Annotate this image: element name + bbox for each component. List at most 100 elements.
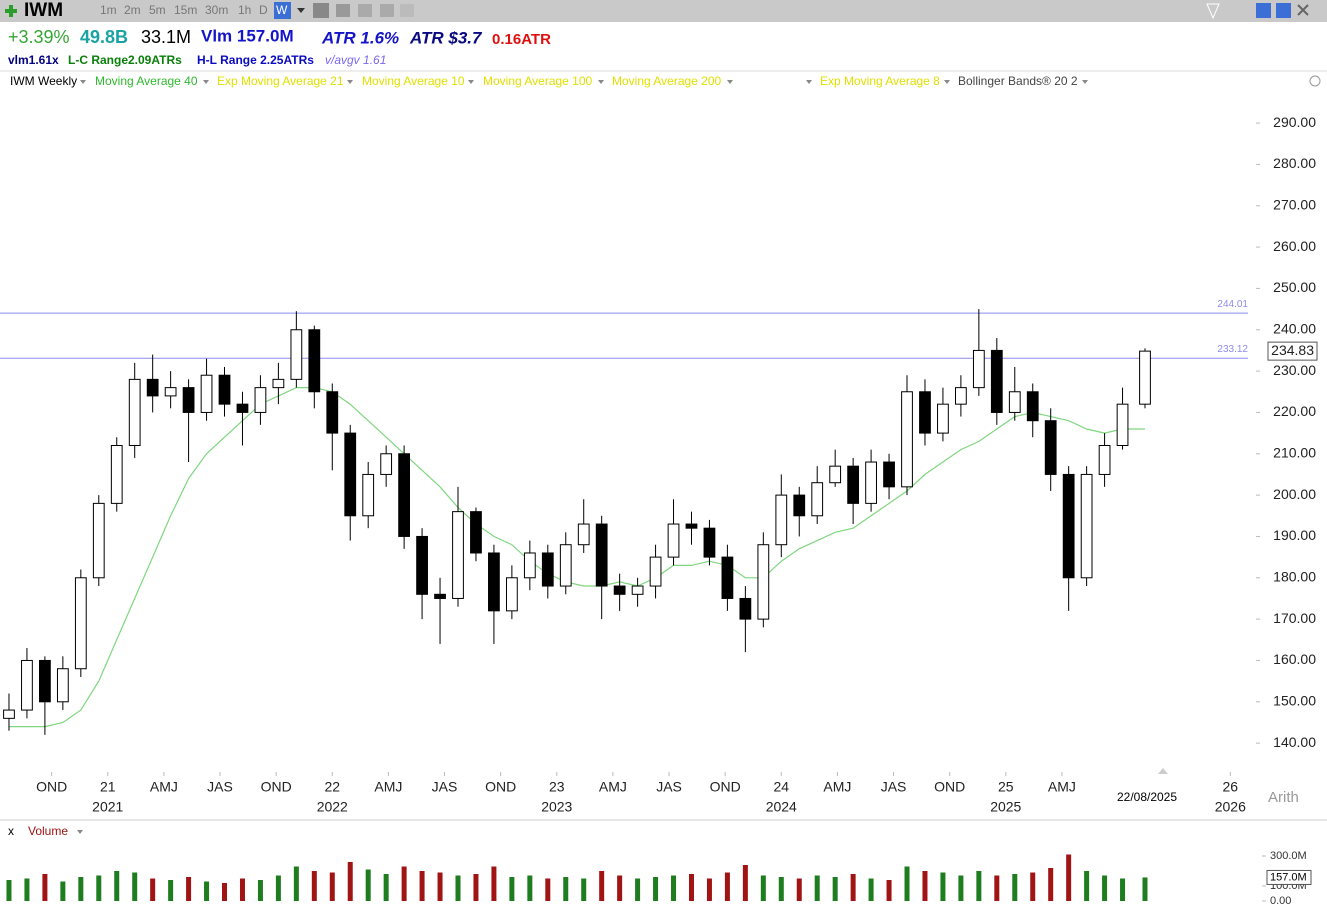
volume-bar	[706, 878, 712, 901]
volume-bar	[1102, 875, 1108, 901]
volume-bar	[6, 880, 12, 901]
legend-item[interactable]: Exp Moving Average 8	[820, 74, 940, 88]
star-icon[interactable]	[1206, 3, 1220, 20]
candle-body	[883, 461, 895, 488]
volume-bar	[329, 872, 335, 901]
volume-title[interactable]: Volume	[28, 824, 68, 838]
interval-button[interactable]: 2m	[124, 3, 141, 17]
legend-item[interactable]: Bollinger Bands® 20 2	[958, 74, 1078, 88]
market-cap: 49.8B	[80, 27, 128, 47]
volume-bar	[491, 866, 497, 901]
tool-icon[interactable]	[380, 4, 394, 17]
candle-body	[972, 349, 985, 389]
tool-icon[interactable]	[313, 3, 329, 18]
volume-bar	[976, 871, 982, 901]
interval-button[interactable]: 1m	[100, 3, 117, 17]
y-tick-label: 150.00	[1273, 692, 1316, 708]
settings-icon[interactable]	[1309, 75, 1321, 87]
tool-icon[interactable]	[336, 4, 350, 17]
volume-bar	[42, 874, 48, 901]
volume-bar	[617, 875, 623, 901]
candle-body	[649, 556, 662, 587]
volume-bar	[796, 878, 802, 901]
interval-button[interactable]: 30m	[205, 3, 228, 17]
volume-bar	[509, 877, 515, 901]
volume-last-label: 157.0M	[1270, 871, 1307, 883]
candle-body	[955, 387, 967, 405]
candle-body	[613, 585, 626, 595]
legend-item[interactable]: Moving Average 200	[612, 74, 722, 88]
candle-body	[739, 597, 752, 620]
volume-bar	[653, 877, 659, 901]
vavgv: v/avgv 1.61	[325, 53, 386, 67]
atr-pct: ATR 1.6%	[321, 28, 399, 47]
volume-bar	[1012, 874, 1018, 901]
candle-body	[488, 552, 500, 612]
legend-item[interactable]: Moving Average 40	[95, 74, 198, 88]
close-icon[interactable]	[1297, 4, 1309, 16]
last-price-label: 234.83	[1271, 342, 1314, 358]
interval-button[interactable]: 5m	[149, 3, 166, 17]
candle-body	[1008, 391, 1021, 413]
s-icon[interactable]	[1256, 3, 1271, 18]
candle-body	[326, 391, 339, 434]
candle-body	[452, 511, 464, 599]
add-icon[interactable]	[5, 5, 17, 17]
volume-bar	[96, 875, 102, 901]
x-year-label: 2026	[1215, 799, 1246, 815]
legend-item[interactable]: Moving Average 10	[362, 74, 465, 88]
candle-body	[1080, 473, 1093, 579]
level-label: 244.01	[1217, 299, 1248, 310]
tool-icon[interactable]	[400, 4, 414, 17]
volume-bar	[563, 877, 569, 901]
volume-bar	[365, 869, 371, 901]
atr-move: 0.16ATR	[492, 31, 551, 48]
shares: 33.1M	[141, 27, 191, 47]
x-year-label: 2024	[766, 799, 797, 815]
volume-bar	[150, 878, 156, 901]
lc-range: L-C Range2.09ATRs	[68, 53, 182, 67]
interval-button[interactable]: W	[276, 3, 288, 17]
tool-icon[interactable]	[358, 4, 372, 17]
volume-last-box	[1266, 869, 1312, 885]
candle-body	[39, 659, 51, 703]
candle-body	[1044, 420, 1057, 475]
candle-body	[757, 544, 770, 620]
candle-body	[398, 453, 411, 537]
share-icon[interactable]	[1276, 3, 1291, 18]
interval-button[interactable]: 15m	[174, 3, 197, 17]
x-tick-label: JAS	[656, 779, 682, 795]
candle-body	[919, 391, 931, 434]
symbol[interactable]: IWM	[24, 0, 63, 21]
x-tick-label: 22	[324, 779, 340, 795]
volume-tick-label: 300.0M	[1270, 850, 1307, 862]
hl-range: H-L Range 2.25ATRs	[197, 53, 314, 67]
interval-button[interactable]: D	[259, 3, 268, 17]
volume-bar	[473, 874, 479, 901]
dropdown-arrow	[77, 830, 83, 834]
x-tick-label: AMJ	[150, 779, 178, 795]
candle-body	[559, 544, 572, 587]
vlm: vlm1.61x	[8, 53, 59, 67]
volume-tick-label: 0.00	[1270, 895, 1291, 907]
volume-bar	[886, 880, 892, 901]
legend-item[interactable]: Moving Average 100	[483, 74, 593, 88]
volume-bar	[778, 877, 784, 901]
last-price-box	[1267, 341, 1318, 361]
x-year-label: 2021	[92, 799, 123, 815]
interval-button[interactable]: 1h	[238, 3, 251, 17]
scale-mode[interactable]: Arith	[1268, 789, 1299, 806]
scroll-marker[interactable]	[1158, 768, 1168, 774]
candle-body	[308, 329, 321, 393]
legend-item[interactable]: IWM Weekly	[10, 74, 77, 88]
candle-body	[793, 494, 806, 517]
volume-bar	[78, 877, 84, 901]
legend-item[interactable]: Exp Moving Average 21	[217, 74, 344, 88]
x-tick-label: AMJ	[374, 779, 402, 795]
candle-body	[182, 387, 195, 413]
volume-bar	[275, 875, 281, 901]
x-tick-label: 24	[773, 779, 789, 795]
volume-bar	[204, 881, 210, 901]
y-tick-label: 190.00	[1273, 527, 1316, 543]
close-panel[interactable]: x	[8, 824, 14, 838]
